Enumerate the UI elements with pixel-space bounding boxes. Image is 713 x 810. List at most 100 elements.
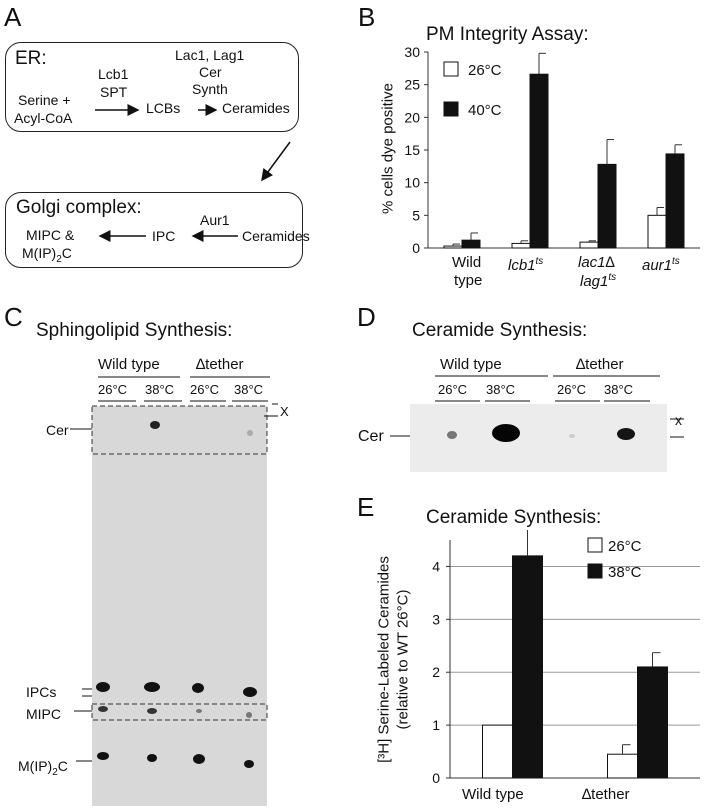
c-mip2c-label: M(IP)2C <box>18 758 68 778</box>
serine-label: Serine + <box>18 92 71 108</box>
acylcoa-label: Acyl-CoA <box>14 110 73 126</box>
d-temp-1: 26°C <box>438 382 468 397</box>
panel-a-letter: A <box>4 2 22 32</box>
b-bar-1-3 <box>665 153 685 249</box>
aur1-label: Aur1 <box>200 212 230 228</box>
e-bar-0-1 <box>607 753 638 779</box>
pm-integrity-chart: 0 5 10 15 20 25 30 26°C 40°C <box>404 44 700 256</box>
c-ipcs-label: IPCs <box>26 684 57 700</box>
b-bar-0-3 <box>647 214 667 249</box>
spot-ipc-2 <box>144 682 160 692</box>
e-legend-label-0: 26°C <box>608 538 642 555</box>
panel-e-ylabel-1: [³H] Serine-Labeled Ceramides <box>375 556 393 763</box>
xlabel-lac1: lac1∆ <box>578 254 615 271</box>
b-ytick-label-2: 10 <box>404 175 420 191</box>
panel-c-title: Sphingolipid Synthesis: <box>36 320 233 341</box>
panel-b-title: PM Integrity Assay: <box>426 24 589 45</box>
xlabel-lcb1: lcb1ts <box>508 256 544 274</box>
tlc-plate-ceramide <box>390 375 684 472</box>
c-group-wildtype: Wild type <box>98 356 160 373</box>
panel-e-ylabel-2: (relative to WT 26°C) <box>394 589 412 730</box>
e-bar-1-1 <box>637 666 668 779</box>
b-bar-1-1 <box>529 73 549 249</box>
xlabel-aur1: aur1ts <box>642 256 680 274</box>
er-title: ER: <box>15 48 47 69</box>
lcb1-label: Lcb1 <box>98 66 129 82</box>
ceramides-label: Ceramides <box>222 100 290 116</box>
d-spot-wt26 <box>447 431 457 439</box>
e-bar-0-0 <box>482 724 513 779</box>
tlc-plate-background <box>92 406 267 806</box>
spot-ipc-4 <box>243 687 257 697</box>
d-group-wildtype: Wild type <box>440 356 502 373</box>
c-mipc-label: MIPC <box>26 706 61 722</box>
b-ytick-label-6: 30 <box>404 44 420 60</box>
e-legend-swatch-0 <box>587 537 603 553</box>
e-ytick-label-3: 3 <box>432 611 440 627</box>
e-legend-label-1: 38°C <box>608 564 642 581</box>
b-legend-swatch-0 <box>443 61 459 77</box>
e-ytick-label-4: 4 <box>432 558 440 574</box>
xlabel-type: type <box>454 272 483 289</box>
spot-mip2c-3 <box>193 754 205 764</box>
ipc-label: IPC <box>152 228 176 244</box>
d-spot-wt38 <box>492 424 520 442</box>
spt-label: SPT <box>100 84 128 100</box>
b-bar-0-1 <box>511 242 531 249</box>
xlabel-lag1: lag1ts <box>580 272 617 290</box>
d-group-dtether: ∆tether <box>576 356 624 373</box>
spot-ipc-3 <box>192 683 204 693</box>
e-bar-1-0 <box>512 555 543 779</box>
panel-b-letter: B <box>358 2 376 32</box>
b-bar-0-0 <box>443 245 463 249</box>
c-group-dtether: ∆tether <box>196 356 244 373</box>
spot-mip2c-1 <box>97 752 109 760</box>
lcbs-label: LCBs <box>146 100 181 116</box>
cer-label: Cer <box>199 64 222 80</box>
b-legend-label-1: 40°C <box>468 102 502 119</box>
b-bar-0-2 <box>579 241 599 249</box>
e-xlabel-dtether: ∆tether <box>582 786 630 803</box>
er-box <box>5 42 299 132</box>
ceramides-golgi-label: Ceramides <box>242 228 310 244</box>
b-ytick-label-1: 5 <box>412 207 420 223</box>
e-ytick-label-1: 1 <box>432 717 440 733</box>
c-temp-1: 26°C <box>98 382 128 397</box>
d-temp-2: 38°C <box>486 382 516 397</box>
c-temp-3: 26°C <box>190 382 220 397</box>
c-cer-label: Cer <box>46 422 69 438</box>
b-legend-swatch-1 <box>443 101 459 117</box>
ceramide-synthesis-chart: 0 1 2 3 4 26°C 38°C <box>432 530 700 786</box>
arrow-er-golgi <box>261 141 291 182</box>
spot-mip2c-2 <box>147 754 157 762</box>
mipc-label: MIPC & <box>26 227 75 243</box>
spot-ipc-1 <box>96 682 110 692</box>
c-temp-2: 38°C <box>145 382 175 397</box>
golgi-box <box>5 192 303 268</box>
e-legend-swatch-1 <box>587 563 603 579</box>
synth-label: Synth <box>192 81 228 97</box>
spot-mipc-1 <box>98 706 108 712</box>
e-xlabel-wildtype: Wild type <box>462 786 524 803</box>
spot-mip2c-4 <box>244 760 254 768</box>
b-ytick-label-5: 25 <box>404 77 420 93</box>
mip2c-label: M(IP)2C <box>22 245 72 265</box>
b-ytick-label-4: 20 <box>404 109 420 125</box>
xlabel-wild: Wild <box>452 254 482 271</box>
b-ytick-label-0: 0 <box>412 240 420 256</box>
panel-e-letter: E <box>357 492 375 522</box>
spot-mipc-3 <box>196 709 202 713</box>
spot-cer-wt38 <box>150 421 160 429</box>
c-x-mark: X <box>280 404 289 419</box>
b-bar-1-0 <box>461 239 481 249</box>
lac1-lag1-label: Lac1, Lag1 <box>175 47 245 63</box>
d-temp-3: 26°C <box>557 382 587 397</box>
spot-mipc-2 <box>147 708 157 714</box>
c-temp-4: 38°C <box>234 382 264 397</box>
b-legend-label-0: 26°C <box>468 62 502 79</box>
tlc-plate-sphingolipid <box>70 376 278 806</box>
panel-a-arrows <box>95 104 291 242</box>
panel-d-letter: D <box>357 302 376 332</box>
spot-cer-dt38 <box>247 430 253 436</box>
golgi-title: Golgi complex: <box>16 197 142 218</box>
